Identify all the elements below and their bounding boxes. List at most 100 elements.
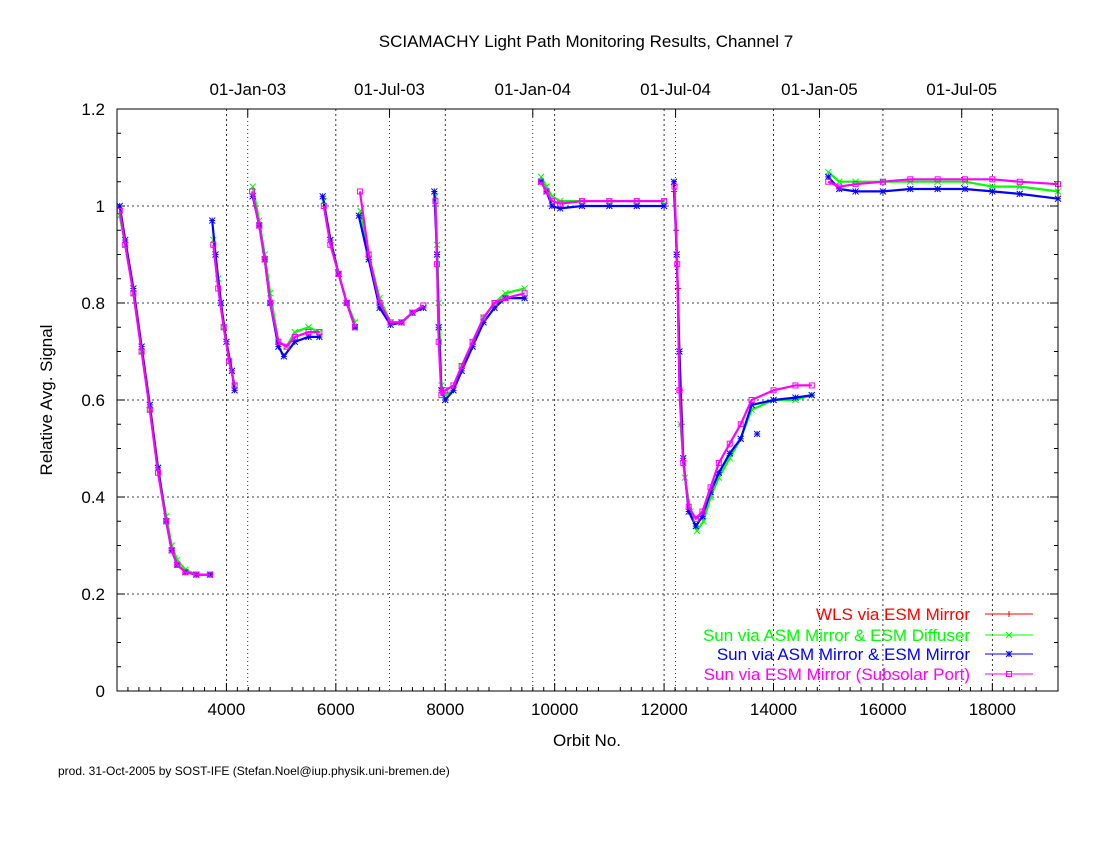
y-tick-label: 1.2 xyxy=(81,100,105,119)
data-point xyxy=(491,300,498,306)
data-point xyxy=(316,333,323,341)
data-point xyxy=(356,188,363,195)
data-point xyxy=(557,200,564,207)
data-point xyxy=(398,319,405,326)
footer-credit: prod. 31-Oct-2005 by SOST-IFE (Stefan.No… xyxy=(58,764,450,778)
data-point xyxy=(792,394,799,401)
data-point xyxy=(989,176,996,183)
data-point xyxy=(737,421,744,428)
data-point xyxy=(556,205,564,212)
data-point xyxy=(606,198,613,205)
data-point xyxy=(435,338,442,345)
data-point xyxy=(210,241,217,248)
data-point xyxy=(207,571,214,578)
data-point xyxy=(256,222,263,229)
data-point xyxy=(988,183,996,190)
data-point xyxy=(215,285,222,292)
data-point xyxy=(283,343,290,350)
data-point xyxy=(1016,190,1024,198)
y-tick-label: 0.2 xyxy=(81,585,105,604)
data-point xyxy=(676,387,683,394)
data-point xyxy=(737,435,745,443)
data-point xyxy=(193,571,200,578)
series-line xyxy=(322,205,357,328)
data-point xyxy=(261,256,268,263)
x-tick-label: 18000 xyxy=(969,700,1016,719)
x-tick-label: 14000 xyxy=(750,700,797,719)
x-tick-label: 8000 xyxy=(426,700,464,719)
y-tick-label: 1 xyxy=(96,197,105,216)
data-point xyxy=(707,484,714,491)
axes: 0 0.2 0.4 0.6 0.8 1 1.2 4000 6000 8000 10000 12000 1… xyxy=(81,80,1058,719)
x-tick-label: 4000 xyxy=(208,700,246,719)
data-point xyxy=(537,178,544,185)
data-point xyxy=(438,392,445,399)
date-tick-label: 01-Jan-04 xyxy=(495,80,572,99)
chart-title: SCIAMACHY Light Path Monitoring Results,… xyxy=(379,32,794,51)
data-point xyxy=(206,571,214,578)
legend-label: Sun via ESM Mirror (Subsolar Port) xyxy=(704,665,970,684)
data-point xyxy=(879,178,886,185)
series-line xyxy=(212,244,236,386)
data-point xyxy=(275,343,282,351)
data-point xyxy=(320,203,327,209)
data-point xyxy=(376,304,383,312)
x-tick-label: 12000 xyxy=(640,700,687,719)
data-point xyxy=(130,290,137,297)
data-point xyxy=(231,382,238,389)
data-point xyxy=(502,295,509,302)
data-point xyxy=(824,173,832,181)
data-point xyxy=(906,185,914,193)
data-point xyxy=(450,386,457,394)
data-point xyxy=(469,338,476,345)
data-point xyxy=(792,382,799,389)
data-point xyxy=(155,469,162,476)
data-point xyxy=(275,338,282,345)
data-point xyxy=(934,185,941,193)
data-point xyxy=(578,202,586,210)
data-point xyxy=(606,202,613,210)
y-tick-label: 0.4 xyxy=(81,488,105,507)
data-point xyxy=(808,391,816,399)
series-line xyxy=(251,191,320,348)
data-point xyxy=(548,202,556,210)
data-point xyxy=(661,198,668,205)
data-point xyxy=(231,386,238,394)
data-point xyxy=(280,352,288,360)
data-point xyxy=(146,406,153,413)
date-tick-label: 01-Jul-05 xyxy=(926,80,997,99)
data-point xyxy=(168,547,175,554)
series-line xyxy=(118,210,210,576)
data-point xyxy=(692,515,699,522)
series-sun-via-esm-mirror-subsolar-port xyxy=(116,176,1061,578)
data-point xyxy=(327,241,334,248)
legend-label: Sun via ASM Mirror & ESM Diffuser xyxy=(703,626,970,645)
data-point xyxy=(726,440,733,447)
data-point xyxy=(692,522,700,530)
data-point xyxy=(420,302,427,309)
x-axis-label: Orbit No. xyxy=(553,731,621,750)
data-point xyxy=(138,348,145,355)
data-point xyxy=(770,396,777,404)
data-point xyxy=(934,176,941,183)
data-point xyxy=(852,181,859,188)
data-point xyxy=(748,397,755,403)
data-point xyxy=(458,367,466,375)
data-point xyxy=(748,401,755,409)
series-line xyxy=(827,178,1059,188)
data-point xyxy=(961,185,969,193)
data-point xyxy=(670,178,678,186)
data-point xyxy=(1006,671,1012,677)
legend-label: Sun via ASM Mirror & ESM Mirror xyxy=(717,645,970,664)
data-point xyxy=(220,324,227,331)
data-point xyxy=(879,188,887,195)
data-point xyxy=(707,488,714,496)
data-point xyxy=(319,192,327,200)
legend-label: WLS via ESM Mirror xyxy=(816,605,970,624)
data-point xyxy=(808,382,815,389)
data-point xyxy=(825,178,832,185)
data-point xyxy=(543,188,550,195)
data-point xyxy=(988,188,996,195)
